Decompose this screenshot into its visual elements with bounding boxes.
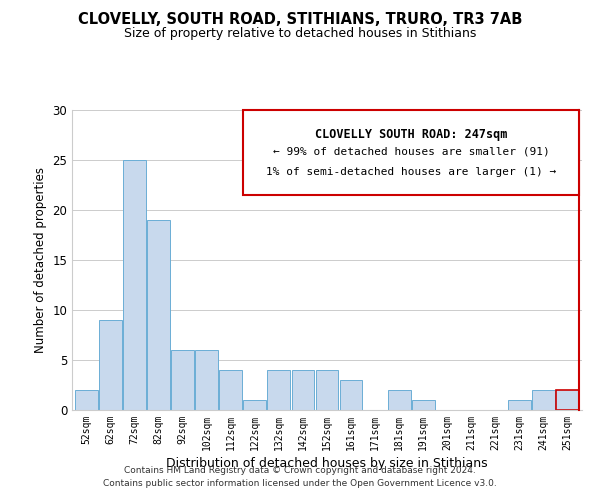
Bar	[556, 390, 579, 410]
FancyBboxPatch shape	[243, 110, 579, 195]
Bar	[220, 370, 242, 410]
Bar	[123, 160, 146, 410]
Bar	[171, 350, 194, 410]
Bar	[316, 370, 338, 410]
Text: CLOVELLY, SOUTH ROAD, STITHIANS, TRURO, TR3 7AB: CLOVELLY, SOUTH ROAD, STITHIANS, TRURO, …	[78, 12, 522, 28]
Bar	[412, 400, 434, 410]
Text: ← 99% of detached houses are smaller (91): ← 99% of detached houses are smaller (91…	[272, 147, 549, 157]
X-axis label: Distribution of detached houses by size in Stithians: Distribution of detached houses by size …	[166, 457, 488, 470]
Bar	[508, 400, 531, 410]
Bar	[99, 320, 122, 410]
Bar	[195, 350, 218, 410]
Bar	[244, 400, 266, 410]
Bar	[388, 390, 410, 410]
Bar	[292, 370, 314, 410]
Bar	[268, 370, 290, 410]
Y-axis label: Number of detached properties: Number of detached properties	[34, 167, 47, 353]
Bar	[75, 390, 98, 410]
Bar	[340, 380, 362, 410]
Bar	[532, 390, 555, 410]
Text: Size of property relative to detached houses in Stithians: Size of property relative to detached ho…	[124, 28, 476, 40]
Text: CLOVELLY SOUTH ROAD: 247sqm: CLOVELLY SOUTH ROAD: 247sqm	[315, 128, 507, 141]
Text: 1% of semi-detached houses are larger (1) →: 1% of semi-detached houses are larger (1…	[266, 167, 556, 177]
Text: Contains HM Land Registry data © Crown copyright and database right 2024.
Contai: Contains HM Land Registry data © Crown c…	[103, 466, 497, 487]
Bar	[147, 220, 170, 410]
